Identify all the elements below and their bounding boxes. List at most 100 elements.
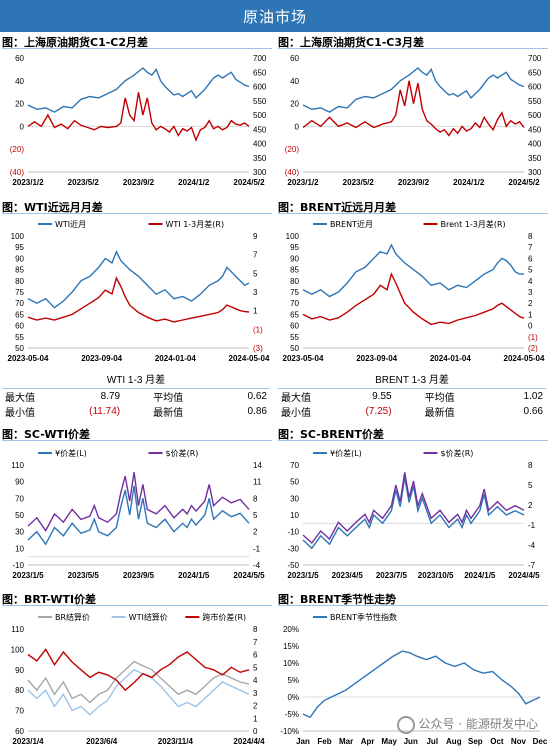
y2-tick-label: 3 [253,689,258,698]
y-tick-label: 80 [15,277,24,286]
y2-tick-label: 350 [253,154,267,163]
x-tick-label: 2023/1/5 [12,571,44,580]
y2-tick-label: 350 [528,154,542,163]
x-tick-label: 2023/5/5 [68,571,100,580]
chart-panel-5: 110 90 70 50 30 10 -10 14 11 8 5 2 -1 -4 2023/1/5 2023/… [0,443,275,583]
series-line [27,92,250,143]
y2-tick-label: 500 [528,111,542,120]
y2-tick-label: 3 [528,288,533,297]
y-tick-label: 0 [20,122,25,131]
watermark-text: 公众号 · 能源研发中心 [418,717,538,731]
x-tick-label: Dec [533,737,548,746]
y-tick-label: -30 [287,544,299,553]
x-tick-label: 2023/1/5 [287,571,319,580]
y2-tick-label: 1 [253,307,258,316]
chart-panel-4: 100 95 90 85 80 75 70 65 60 55 50 8 7 6 5 4 3 2 1 0 (1) (2) 20… [275,214,550,366]
x-tick-label: Oct [490,737,504,746]
series-line [27,472,250,532]
banner-title: 原油市场 [242,7,307,26]
y-tick-label: 40 [290,77,299,86]
x-tick-label: 2024/1/5 [464,571,496,580]
y2-tick-label: 1 [253,714,258,723]
chart-panel-3: 100 95 90 85 80 75 70 65 60 55 50 9 7 5 3 1 (1) (3) 2023-0… [0,214,275,366]
chart-panel-1: 60 40 20 0 (20) (40) 700 650 600 550 500 450 400 350 3… [0,50,275,190]
x-tick-label: 2023-09-04 [356,354,397,363]
x-tick-label: 2024/5/2 [508,178,540,187]
y2-tick-label: 5 [253,511,258,520]
y2-tick-label: 4 [528,277,533,286]
y2-tick-label: 8 [528,461,533,470]
x-tick-label: 2023/10/5 [418,571,454,580]
y-tick-label: 30 [290,494,299,503]
y-tick-label: 60 [290,322,299,331]
y2-tick-label: 2 [528,299,533,308]
chart-c1c2: 60 40 20 0 (20) (40) 700 650 600 550 500 450 400 350 3… [10,54,267,187]
chart-header-2: 图：上海原油期货C1-C3月差 [278,34,548,49]
chart-brent-seasonal: 20% 15% 10% 5% 0% -5% -10%Jan Feb Mar Apr May Jun Ju… [280,612,548,746]
x-tick-label: Jun [404,737,418,746]
y2-tick-label: 7 [528,243,533,252]
y2-tick-label: 650 [528,68,542,77]
y2-tick-label: -4 [253,561,261,570]
series-line [302,80,525,137]
y-tick-label: 55 [290,333,299,342]
y2-tick-label: 550 [528,97,542,106]
legend-label: Brent 1-3月差(R) [441,219,506,229]
x-tick-label: 2023/11/4 [158,737,194,746]
series-line [27,249,250,309]
chart-panel-8: 20% 15% 10% 5% 0% -5% -10% Jan Feb Mar Apr May Jun Ju… [275,607,550,749]
series-line [27,648,250,692]
x-tick-label: 2023/7/5 [376,571,408,580]
y2-tick-label: -4 [528,541,536,550]
chart-c1c3: 60 40 20 0 (20) (40) 700 650 600 550 500 450 400 350 3… [285,54,542,187]
y-tick-label: 40 [15,77,24,86]
y-tick-label: 30 [15,528,24,537]
legend-label: WTI结算价 [129,612,168,622]
y2-tick-label: 300 [528,168,542,177]
y-tick-label: -10 [12,561,24,570]
y2-tick-label: 5 [253,663,258,672]
x-tick-label: 2023/9/5 [123,571,155,580]
x-tick-label: May [381,737,397,746]
y2-tick-label: (2) [528,344,538,353]
stats-table: 最大值 9.55 平均值 1.02 最小值 (7.25) 最新值 0.66 [278,389,546,419]
y2-tick-label: 0 [528,322,533,331]
chart-sc-wti: 110 90 70 50 30 10 -10 14 11 8 5 2 -1 -4 2023/1/5 2023/… [11,448,265,580]
series-line [302,272,525,326]
wechat-icon [396,715,415,734]
y2-tick-label: -1 [253,544,261,553]
y2-tick-label: 4 [253,676,258,685]
y2-tick-label: 7 [253,251,258,260]
legend-label: $价差(R) [441,448,474,458]
y2-tick-label: -1 [528,521,536,530]
x-tick-label: 2024/4/4 [233,737,265,746]
x-tick-label: Apr [361,737,375,746]
y-tick-label: 95 [290,243,299,252]
y2-tick-label: 5 [528,481,533,490]
y2-tick-label: 500 [253,111,267,120]
y-tick-label: 60 [15,727,24,736]
chart-header-5: 图：SC-WTI价差 [2,426,272,441]
y2-tick-label: 5 [528,266,533,275]
chart-header-4: 图：BRENT近远月月差 [278,199,548,214]
latest-value: 0.86 [247,406,267,417]
y2-tick-label: 2 [528,501,533,510]
y-tick-label: 65 [290,310,299,319]
y-tick-label: 75 [15,288,24,297]
min-value: (11.74) [89,406,121,417]
y-tick-label: 70 [15,494,24,503]
x-tick-label: Sep [468,737,483,746]
y2-tick-label: 600 [528,83,542,92]
y-tick-label: 20% [283,625,299,634]
x-tick-label: 2024/5/2 [233,178,265,187]
max-label: 最大值 [281,393,311,404]
min-label: 最小值 [5,408,35,419]
x-tick-label: 2023/5/2 [68,178,100,187]
x-tick-label: 2024/1/5 [178,571,210,580]
y-tick-label: (20) [285,145,300,154]
series-line [302,477,525,550]
series-line [302,67,525,113]
x-tick-label: Jul [426,737,438,746]
avg-label: 平均值 [424,393,455,404]
x-tick-label: 2024/5/5 [233,571,265,580]
